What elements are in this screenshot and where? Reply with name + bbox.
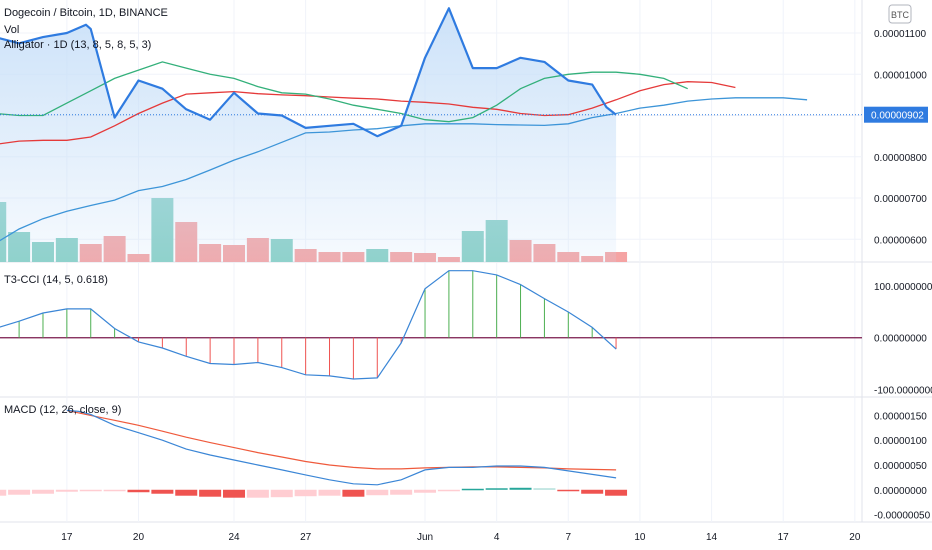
macd-histogram-bar <box>437 489 460 492</box>
x-tick-label: 4 <box>494 532 500 543</box>
macd-histogram-bar <box>557 489 580 492</box>
macd-histogram-bar <box>199 489 222 497</box>
x-tick-label: 24 <box>228 532 240 543</box>
x-tick-label: 20 <box>133 532 145 543</box>
macd-histogram-bar <box>318 489 341 496</box>
last-price-label: 0.00000902 <box>871 111 924 122</box>
macd-histogram-bar <box>127 489 150 493</box>
macd-histogram-bar <box>79 489 102 492</box>
macd-histogram-bar <box>103 489 126 492</box>
macd-histogram-bar <box>533 488 556 490</box>
cci-label: T3-CCI (14, 5, 0.618) <box>4 274 108 286</box>
cci-y-tick-label: -100.00000000 <box>874 385 932 396</box>
macd-label: MACD (12, 26, close, 9) <box>4 404 121 416</box>
x-tick-label: 17 <box>61 532 73 543</box>
y-tick-label: 0.00000600 <box>874 235 927 246</box>
macd-pane <box>0 409 628 498</box>
macd-signal-line <box>66 409 617 471</box>
macd-histogram-bar <box>31 489 54 494</box>
macd-histogram-bar <box>366 489 389 496</box>
y-tick-label: 0.00000800 <box>874 153 927 164</box>
macd-histogram-bar <box>223 489 246 498</box>
vol-label: Vol <box>4 24 19 36</box>
price-area <box>0 8 617 262</box>
price-line[interactable] <box>0 7 617 138</box>
macd-histogram-bar <box>294 489 317 497</box>
macd-histogram-bar <box>581 489 604 494</box>
macd-y-tick-label: 0.00000100 <box>874 436 927 447</box>
macd-histogram-bar <box>485 488 508 490</box>
cci-y-tick-label: 0.00000000 <box>874 334 927 345</box>
x-tick-label: 10 <box>634 532 646 543</box>
macd-line <box>66 409 617 486</box>
macd-y-tick-label: 0.00000150 <box>874 411 927 422</box>
currency-badge: BTC <box>891 10 910 20</box>
alligator-teeth-line <box>0 61 688 123</box>
macd-histogram-bar <box>509 487 532 490</box>
macd-histogram-bar <box>461 488 484 491</box>
macd-histogram-bar <box>270 489 293 498</box>
x-tick-label: 14 <box>706 532 718 543</box>
macd-histogram-bar <box>8 489 31 495</box>
alligator-label: Alligator · 1D (13, 8, 5, 8, 5, 3) <box>4 39 151 51</box>
macd-histogram-bar <box>151 489 174 494</box>
y-tick-label: 0.00001100 <box>874 29 927 40</box>
macd-histogram-bar <box>0 489 7 496</box>
macd-histogram-bar <box>175 489 198 496</box>
cci-y-tick-label: 100.00000000 <box>874 282 932 293</box>
y-tick-label: 0.00000700 <box>874 194 927 205</box>
symbol-title: Dogecoin / Bitcoin, 1D, BINANCE <box>4 7 168 19</box>
macd-histogram-bar <box>246 489 269 498</box>
macd-y-tick-label: 0.00000050 <box>874 461 927 472</box>
axes: 17 20 24 27 Jun 4 7 10 14 17 20 0.00001100 0.0000100… <box>61 29 932 543</box>
price-pane <box>0 7 862 262</box>
cci-pane <box>0 270 862 380</box>
macd-histogram-bar <box>342 489 365 497</box>
x-tick-label: Jun <box>417 532 433 543</box>
macd-histogram-bar <box>414 489 437 493</box>
last-price-badge <box>864 106 928 123</box>
x-tick-label: 7 <box>566 532 572 543</box>
macd-histogram-bar <box>390 489 413 495</box>
x-tick-label: 20 <box>849 532 861 543</box>
x-tick-label: 17 <box>778 532 790 543</box>
y-tick-label: 0.00001000 <box>874 70 927 81</box>
x-tick-label: 27 <box>300 532 312 543</box>
currency-button[interactable]: BTC <box>888 4 912 24</box>
macd-histogram-bar <box>605 489 628 496</box>
alligator-jaw-line <box>0 81 736 145</box>
macd-y-tick-label: -0.00000050 <box>874 511 931 522</box>
cci-line <box>0 270 617 380</box>
macd-histogram-bar <box>55 489 78 492</box>
macd-y-tick-label: 0.00000000 <box>874 486 927 497</box>
